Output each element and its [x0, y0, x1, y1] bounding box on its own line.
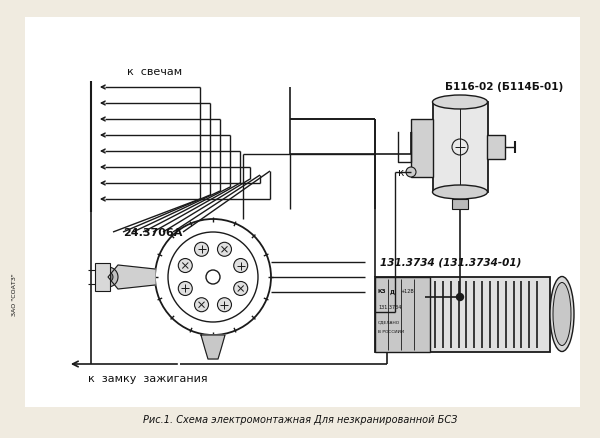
Ellipse shape: [433, 96, 487, 110]
Bar: [375, 277, 550, 352]
Text: СДЕЛАНО: СДЕЛАНО: [378, 319, 400, 323]
Ellipse shape: [553, 283, 571, 346]
Circle shape: [178, 259, 192, 273]
Circle shape: [406, 168, 416, 177]
Polygon shape: [108, 265, 155, 290]
Bar: [452, 200, 468, 209]
Text: к  замку  зажигания: к замку зажигания: [88, 373, 208, 383]
Circle shape: [217, 243, 232, 257]
Bar: [95, 263, 110, 291]
Text: Д: Д: [390, 289, 395, 294]
Ellipse shape: [550, 277, 574, 352]
Circle shape: [103, 272, 113, 283]
Bar: [375, 277, 430, 352]
Ellipse shape: [433, 186, 487, 200]
Circle shape: [194, 243, 209, 257]
Bar: [25, 18, 580, 407]
Text: 131.3734 (131.3734-01): 131.3734 (131.3734-01): [380, 258, 521, 267]
Circle shape: [217, 298, 232, 312]
Circle shape: [234, 282, 248, 296]
Text: к  свечам: к свечам: [127, 67, 182, 77]
Circle shape: [98, 267, 118, 287]
Text: Б116-02 (Б114Б-01): Б116-02 (Б114Б-01): [445, 82, 563, 92]
Text: КЗ: КЗ: [378, 289, 386, 294]
Text: к: к: [398, 168, 404, 177]
Circle shape: [178, 282, 192, 296]
Text: 24.3706А: 24.3706А: [123, 227, 182, 237]
Bar: [487, 136, 505, 159]
Bar: [433, 103, 488, 193]
Text: 131.3734: 131.3734: [378, 305, 401, 310]
Circle shape: [234, 259, 248, 273]
Bar: [411, 120, 433, 177]
Text: Рис.1. Схема электромонтажная Для незкранированной БСЗ: Рис.1. Схема электромонтажная Для незкра…: [143, 414, 457, 424]
Circle shape: [194, 298, 209, 312]
Text: +12В: +12В: [400, 289, 414, 294]
Text: В РОССИИИ: В РОССИИИ: [378, 329, 404, 333]
Circle shape: [457, 294, 464, 301]
Polygon shape: [201, 335, 225, 359]
Text: ЗАО "СОАТЗ": ЗАО "СОАТЗ": [13, 273, 17, 316]
